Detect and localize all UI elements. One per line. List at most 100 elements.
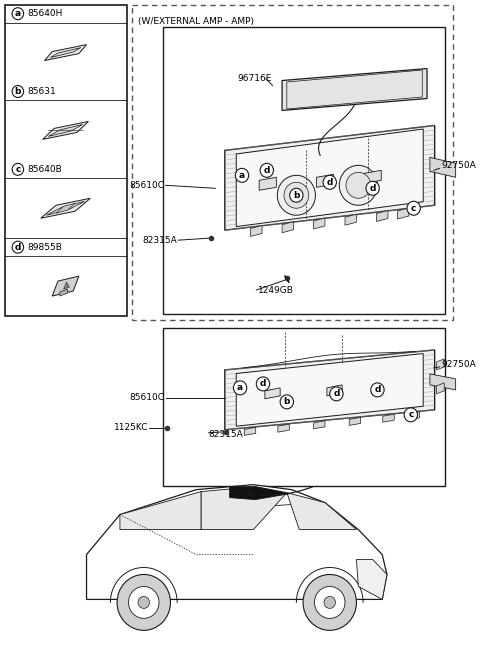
Polygon shape [236,353,423,426]
Polygon shape [287,493,357,529]
Text: 85640B: 85640B [27,165,62,174]
Text: c: c [411,204,416,213]
Polygon shape [327,385,342,396]
Text: 96716E: 96716E [237,74,272,83]
Polygon shape [120,492,201,529]
Polygon shape [50,48,81,57]
Text: 1249GB: 1249GB [258,286,294,295]
Text: b: b [15,87,21,96]
Text: (W/EXTERNAL AMP - AMP): (W/EXTERNAL AMP - AMP) [138,17,254,25]
FancyBboxPatch shape [132,5,453,320]
Circle shape [407,201,420,215]
Circle shape [404,408,418,422]
Polygon shape [278,424,289,432]
Text: 85631: 85631 [27,87,56,96]
Circle shape [256,377,270,391]
Polygon shape [437,359,444,370]
Text: d: d [15,243,21,252]
Text: 92750A: 92750A [441,161,476,170]
FancyBboxPatch shape [163,328,445,486]
Polygon shape [45,44,86,61]
Polygon shape [364,170,381,183]
Circle shape [12,8,24,20]
Polygon shape [47,201,84,215]
Text: c: c [408,410,413,419]
Text: d: d [326,178,333,187]
Circle shape [303,574,357,630]
Polygon shape [430,157,456,177]
Polygon shape [201,486,287,529]
Text: 85610C: 85610C [130,393,165,402]
Polygon shape [349,417,360,425]
Polygon shape [251,226,262,237]
FancyBboxPatch shape [163,27,445,314]
Polygon shape [430,374,456,390]
Text: d: d [374,385,381,394]
Circle shape [12,241,24,253]
Text: a: a [239,171,245,180]
Polygon shape [56,203,75,213]
Polygon shape [316,174,334,187]
Circle shape [366,181,379,196]
Circle shape [277,175,315,215]
Text: 85640H: 85640H [27,9,63,18]
Polygon shape [229,486,290,499]
Circle shape [12,85,24,98]
Text: a: a [15,9,21,18]
Polygon shape [282,68,427,110]
Circle shape [235,168,249,183]
Polygon shape [86,484,387,599]
Circle shape [260,164,274,177]
Circle shape [314,586,345,618]
Text: d: d [260,379,266,389]
Text: d: d [370,184,376,193]
Circle shape [346,172,371,198]
Circle shape [284,183,309,208]
Text: d: d [264,166,270,175]
Circle shape [233,381,247,395]
Polygon shape [43,121,88,140]
Polygon shape [313,218,325,229]
Circle shape [117,574,170,630]
Polygon shape [64,282,70,289]
Polygon shape [383,414,394,422]
Polygon shape [52,276,79,296]
Circle shape [290,188,303,202]
Polygon shape [397,208,409,219]
Polygon shape [345,215,357,225]
Circle shape [324,597,336,608]
Text: 92750A: 92750A [441,361,476,370]
Text: 82315A: 82315A [209,430,243,439]
Polygon shape [282,222,293,233]
Text: 85610C: 85610C [130,181,165,190]
Polygon shape [225,125,435,230]
Circle shape [280,395,293,409]
Polygon shape [60,289,68,296]
FancyBboxPatch shape [4,5,127,316]
Polygon shape [225,350,435,430]
Text: c: c [15,165,21,174]
Polygon shape [376,211,388,222]
Circle shape [371,383,384,397]
Text: a: a [237,383,243,393]
Polygon shape [408,412,420,420]
Polygon shape [265,388,280,399]
Polygon shape [313,421,325,429]
Text: b: b [293,191,300,200]
Circle shape [138,597,149,608]
Circle shape [330,387,343,401]
Polygon shape [437,383,444,394]
Text: 82315A: 82315A [143,235,177,244]
Text: b: b [284,397,290,406]
Text: d: d [333,389,340,398]
Polygon shape [259,177,276,190]
Circle shape [323,175,336,189]
Text: 1125KC: 1125KC [114,423,148,432]
Circle shape [339,166,377,205]
Circle shape [129,586,159,618]
Polygon shape [357,559,387,599]
Polygon shape [48,125,83,136]
Text: 89855B: 89855B [27,243,62,252]
Polygon shape [236,129,423,227]
Polygon shape [41,198,90,218]
